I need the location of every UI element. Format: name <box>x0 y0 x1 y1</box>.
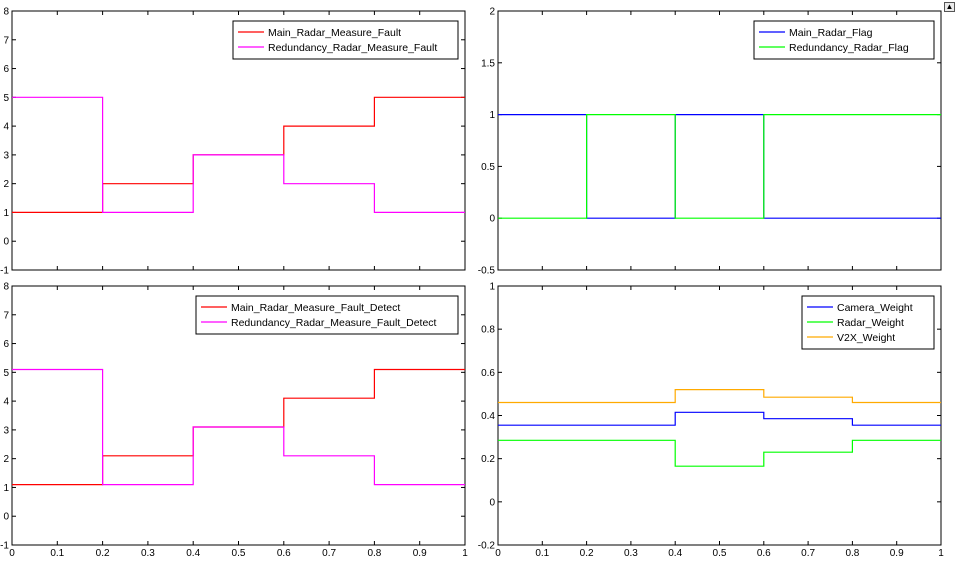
y-tick-label: 3 <box>3 150 9 161</box>
legend-entry: Camera_Weight <box>837 302 913 314</box>
legend-box <box>232 20 459 60</box>
y-tick-label: 6 <box>3 339 9 350</box>
chart-4: -0.200.20.40.60.810 0.1 0.2 0.3 0.4 0.5 0.6 0.7… <box>478 282 944 560</box>
y-tick-label: -1 <box>0 541 9 552</box>
y-tick-label: 1 <box>489 282 495 293</box>
x-tick-label: 0.5 <box>232 548 246 559</box>
legend-entry: Main_Radar_Measure_Fault <box>268 27 401 39</box>
y-tick-label: 1 <box>489 110 495 121</box>
legend-entry: V2X_Weight <box>837 332 895 344</box>
y-tick-label: 5 <box>3 368 9 379</box>
legend-box <box>801 295 935 350</box>
y-tick-label: 0 <box>489 497 495 508</box>
series-line-V2X_Weight <box>498 389 941 404</box>
x-tick-label: 0.3 <box>141 548 155 559</box>
y-tick-label: 0.2 <box>481 454 495 465</box>
y-tick-label: 6 <box>3 64 9 75</box>
series-line-Radar_Weight <box>498 439 941 467</box>
legend-entry: Main_Radar_Flag <box>789 27 873 39</box>
y-tick-label: 3 <box>3 425 9 436</box>
y-tick-label: 8 <box>3 282 9 293</box>
y-tick-label: 1.5 <box>481 58 495 69</box>
y-tick-label: 2 <box>3 179 9 190</box>
y-tick-label: -1 <box>0 266 9 277</box>
y-tick-label: 2 <box>489 7 495 18</box>
legend-entry: Redundancy_Radar_Measure_Fault <box>268 42 437 54</box>
x-tick-label: 0.4 <box>668 548 682 559</box>
y-tick-label: 0.5 <box>481 162 495 173</box>
x-tick-label: 0.7 <box>322 548 336 559</box>
legend: Main_Radar_Flag Redundancy_Radar_Flag <box>753 20 935 60</box>
y-tick-label: 1 <box>3 208 9 219</box>
x-tick-label: 0.4 <box>186 548 200 559</box>
y-tick-label: -0.2 <box>478 541 496 552</box>
chart-2: -0.5 0 0.5 1 1.5 2 Main_Radar_Flag Redundancy_R… <box>478 7 942 277</box>
x-tick-label: 0.6 <box>277 548 291 559</box>
y-tick-label: 0.4 <box>481 411 495 422</box>
dock-arrow-icon[interactable]: ▲ <box>944 2 955 12</box>
y-tick-label: -0.5 <box>478 266 496 277</box>
y-tick-label: 0 <box>489 214 495 225</box>
y-tick-label: 0 <box>3 237 9 248</box>
y-tick-label: 8 <box>3 7 9 18</box>
series-line-Redundancy_Radar_Flag <box>498 113 941 219</box>
y-tick-label: 7 <box>3 35 9 46</box>
x-tick-label: 0.7 <box>801 548 815 559</box>
series-line-Redundancy_Radar_Measure_Fault_Detect <box>12 368 465 486</box>
legend-box <box>195 295 459 335</box>
x-tick-label: 0.8 <box>367 548 381 559</box>
y-tick-label: 5 <box>3 93 9 104</box>
x-tick-label: 0.8 <box>845 548 859 559</box>
y-tick-label: 4 <box>3 122 9 133</box>
x-tick-label: 0 <box>495 548 501 559</box>
legend-entry: Redundancy_Radar_Measure_Fault_Detect <box>231 317 437 329</box>
chart-1: -1 0 1 2 3 4 5 6 7 8 Main_Radar_Measure_Fault Redun… <box>0 7 466 277</box>
y-tick-label: 0 <box>3 512 9 523</box>
legend-box <box>753 20 935 60</box>
series-line-Redundancy_Radar_Measure_Fault <box>12 96 465 213</box>
y-tick-label: 0.8 <box>481 325 495 336</box>
y-tick-label: 1 <box>3 483 9 494</box>
y-tick-label: 0.6 <box>481 368 495 379</box>
legend: Main_Radar_Measure_Fault_Detect Redundanc… <box>195 295 459 335</box>
x-tick-label: 0.2 <box>96 548 110 559</box>
x-tick-label: 0.9 <box>413 548 427 559</box>
x-tick-label: 0.6 <box>757 548 771 559</box>
x-tick-label: 0.5 <box>713 548 727 559</box>
x-tick-label: 0.1 <box>535 548 549 559</box>
x-tick-label: 0.9 <box>890 548 904 559</box>
x-tick-label: 1 <box>462 548 468 559</box>
legend-entry: Radar_Weight <box>837 317 904 329</box>
series-line-Camera_Weight <box>498 411 941 426</box>
legend-entry: Redundancy_Radar_Flag <box>789 42 909 54</box>
y-tick-label: 4 <box>3 397 9 408</box>
y-tick-label: 7 <box>3 310 9 321</box>
x-tick-label: 1 <box>938 548 944 559</box>
x-tick-label: 0.2 <box>580 548 594 559</box>
x-tick-label: 0.3 <box>624 548 638 559</box>
legend: Main_Radar_Measure_Fault Redundancy_Radar… <box>232 20 459 60</box>
x-tick-label: 0 <box>9 548 15 559</box>
legend-entry: Main_Radar_Measure_Fault_Detect <box>231 302 400 314</box>
y-tick-label: 2 <box>3 454 9 465</box>
legend: Camera_Weight Radar_Weight V2X_Weight <box>801 295 935 350</box>
x-tick-label: 0.1 <box>50 548 64 559</box>
